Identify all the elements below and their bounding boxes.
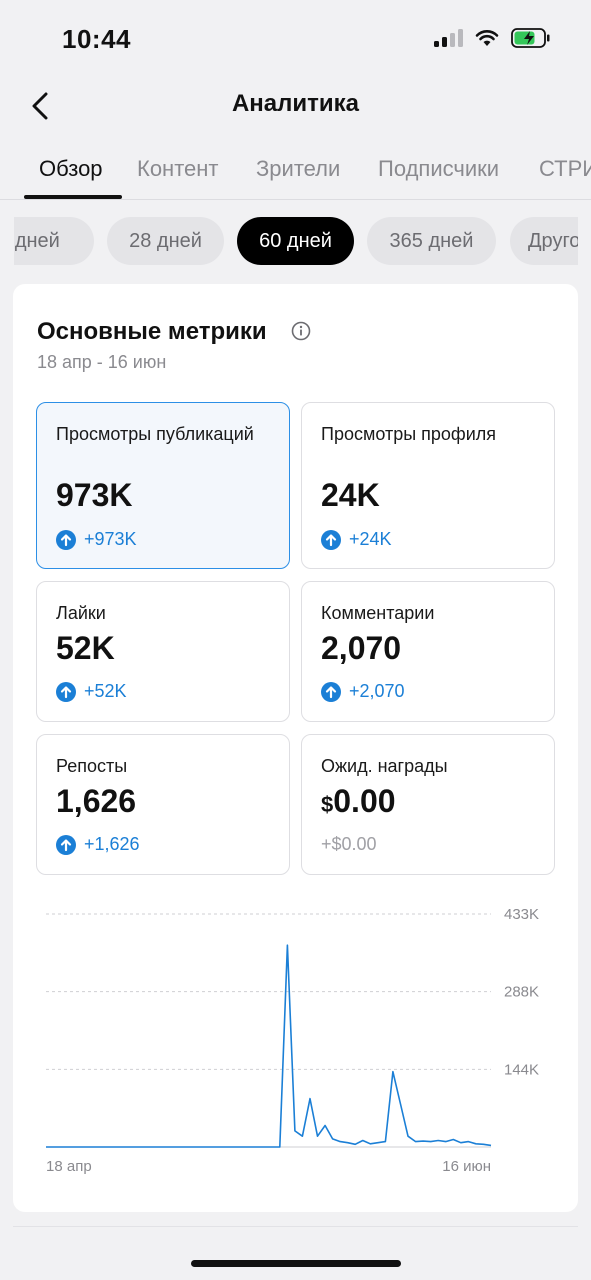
metric-label: Ожид. награды xyxy=(321,756,448,776)
tab-content[interactable]: Контент xyxy=(137,156,219,181)
metric-delta-text: +973K xyxy=(84,529,137,549)
tab-live[interactable]: СТРИМ xyxy=(539,156,591,181)
period-365-days[interactable]: 365 дней xyxy=(367,217,496,265)
date-range: 18 апр - 16 июн xyxy=(37,352,167,372)
metric-delta-text: +1,626 xyxy=(84,834,140,854)
arrow-up-icon xyxy=(56,529,76,550)
metric-value: 24K xyxy=(321,477,380,513)
metric-profile-views[interactable]: Просмотры профиля 24K +24K xyxy=(301,402,555,569)
metric-value: $0.00 xyxy=(321,783,396,820)
arrow-up-icon xyxy=(321,529,341,550)
metric-label: Просмотры публикаций xyxy=(56,424,254,444)
metric-value: 2,070 xyxy=(321,630,402,666)
series-line-post-views xyxy=(46,944,492,1148)
metric-value: 973K xyxy=(56,477,133,513)
metric-value: 52K xyxy=(56,630,115,666)
metric-value: 1,626 xyxy=(56,783,137,819)
metric-delta-text: +52K xyxy=(84,681,127,701)
section-divider xyxy=(13,1226,578,1227)
card-title: Основные метрики xyxy=(37,318,267,345)
metric-delta: +52K xyxy=(56,681,127,702)
metric-label: Комментарии xyxy=(321,603,435,623)
metric-delta-text: +24K xyxy=(349,529,392,549)
metric-label: Лайки xyxy=(56,603,106,623)
period-7-days[interactable]: 7 дней xyxy=(14,217,94,265)
info-icon[interactable] xyxy=(291,321,311,341)
currency-symbol: $ xyxy=(321,792,334,817)
chevron-left-icon xyxy=(32,92,48,120)
metric-shares[interactable]: Репосты 1,626 +1,626 xyxy=(36,734,290,875)
cellular-signal-icon xyxy=(434,29,463,47)
battery-charging-icon xyxy=(511,28,550,48)
metric-delta: +1,626 xyxy=(56,834,140,855)
back-button[interactable] xyxy=(20,86,60,126)
status-time: 10:44 xyxy=(62,24,131,54)
wifi-icon xyxy=(475,30,499,46)
metric-comments[interactable]: Комментарии 2,070 +2,070 xyxy=(301,581,555,722)
period-selector: 7 дней 28 дней 60 дней 365 дней Другое xyxy=(14,216,578,268)
metric-value-number: 0.00 xyxy=(333,783,396,819)
status-icons xyxy=(434,28,551,48)
page-title: Аналитика xyxy=(231,90,360,117)
metric-delta-text: +$0.00 xyxy=(321,834,377,854)
x-tick-label: 16 июн xyxy=(442,1158,491,1175)
status-bar: 10:44 xyxy=(0,0,591,80)
metric-delta: +2,070 xyxy=(321,681,405,702)
metric-label: Репосты xyxy=(56,756,128,776)
key-metrics-card: Основные метрики 18 апр - 16 июн Просмот… xyxy=(13,284,578,1212)
y-tick-label: 433K xyxy=(504,906,539,923)
y-tick-label: 144K xyxy=(504,1061,539,1078)
home-indicator xyxy=(191,1260,401,1267)
period-custom[interactable]: Другое xyxy=(510,217,578,265)
top-nav-bar: Аналитика xyxy=(0,80,591,134)
tab-viewers[interactable]: Зрители xyxy=(256,156,341,181)
views-line-chart: 433K 288K 144K 18 апр 16 июн xyxy=(46,906,539,1175)
metric-estimated-rewards[interactable]: Ожид. награды $0.00 +$0.00 xyxy=(301,734,555,875)
x-tick-label: 18 апр xyxy=(46,1158,92,1175)
y-tick-label: 288K xyxy=(504,984,539,1001)
arrow-up-icon xyxy=(56,834,76,855)
arrow-up-icon xyxy=(321,681,341,702)
metric-likes[interactable]: Лайки 52K +52K xyxy=(36,581,290,722)
metric-delta: +$0.00 xyxy=(321,834,377,855)
period-28-days[interactable]: 28 дней xyxy=(107,217,224,265)
tab-followers[interactable]: Подписчики xyxy=(378,156,500,181)
metric-post-views[interactable]: Просмотры публикаций 973K +973K xyxy=(36,402,290,569)
tab-overview[interactable]: Обзор xyxy=(39,156,103,181)
metric-delta-text: +2,070 xyxy=(349,681,405,701)
active-tab-indicator xyxy=(24,195,122,199)
metric-label: Просмотры профиля xyxy=(321,424,497,444)
period-60-days[interactable]: 60 дней xyxy=(237,217,354,265)
arrow-up-icon xyxy=(56,681,76,702)
metric-delta: +973K xyxy=(56,529,137,550)
analytics-tabs: Обзор Контент Зрители Подписчики СТРИМ xyxy=(0,146,591,200)
metric-delta: +24K xyxy=(321,529,392,550)
